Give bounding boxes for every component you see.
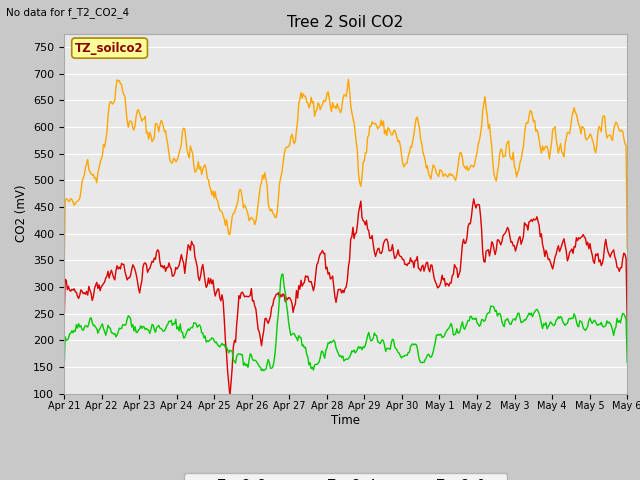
Tree2 -2cm <box>524 227 532 233</box>
Tree2 -2cm <box>60 325 68 331</box>
Tree2 -8cm <box>332 345 340 351</box>
Tree2 -8cm <box>60 370 68 375</box>
Tree2 -8cm <box>279 271 287 277</box>
Tree2 -2cm <box>226 393 234 399</box>
Tree2 -2cm <box>623 320 631 326</box>
Line: Tree2 -2cm: Tree2 -2cm <box>64 199 627 396</box>
Y-axis label: CO2 (mV): CO2 (mV) <box>15 185 28 242</box>
Tree2 -2cm <box>470 196 477 202</box>
Line: Tree2 -8cm: Tree2 -8cm <box>64 274 627 372</box>
Line: Tree2 -4cm: Tree2 -4cm <box>64 79 627 284</box>
Tree2 -2cm <box>329 273 337 279</box>
Tree2 -4cm <box>397 143 404 149</box>
Tree2 -4cm <box>366 123 374 129</box>
Tree2 -4cm <box>60 281 68 287</box>
Legend: Tree2 -2cm, Tree2 -4cm, Tree2 -8cm: Tree2 -2cm, Tree2 -4cm, Tree2 -8cm <box>184 473 508 480</box>
Tree2 -8cm <box>523 315 531 321</box>
Text: TZ_soilco2: TZ_soilco2 <box>76 42 144 55</box>
Tree2 -4cm <box>328 109 335 115</box>
Tree2 -2cm <box>366 235 374 241</box>
Tree2 -4cm <box>344 76 352 82</box>
Tree2 -4cm <box>523 120 531 126</box>
Tree2 -2cm <box>612 257 620 263</box>
Tree2 -8cm <box>611 327 619 333</box>
Text: No data for f_T2_CO2_4: No data for f_T2_CO2_4 <box>6 7 129 18</box>
Tree2 -4cm <box>623 246 631 252</box>
X-axis label: Time: Time <box>331 414 360 427</box>
Tree2 -8cm <box>329 338 337 344</box>
Tree2 -4cm <box>611 122 619 128</box>
Tree2 -4cm <box>331 104 339 109</box>
Tree2 -2cm <box>332 300 340 305</box>
Tree2 -8cm <box>366 335 374 340</box>
Title: Tree 2 Soil CO2: Tree 2 Soil CO2 <box>287 15 404 30</box>
Tree2 -8cm <box>623 360 631 365</box>
Tree2 -8cm <box>397 353 404 359</box>
Tree2 -2cm <box>397 253 404 259</box>
